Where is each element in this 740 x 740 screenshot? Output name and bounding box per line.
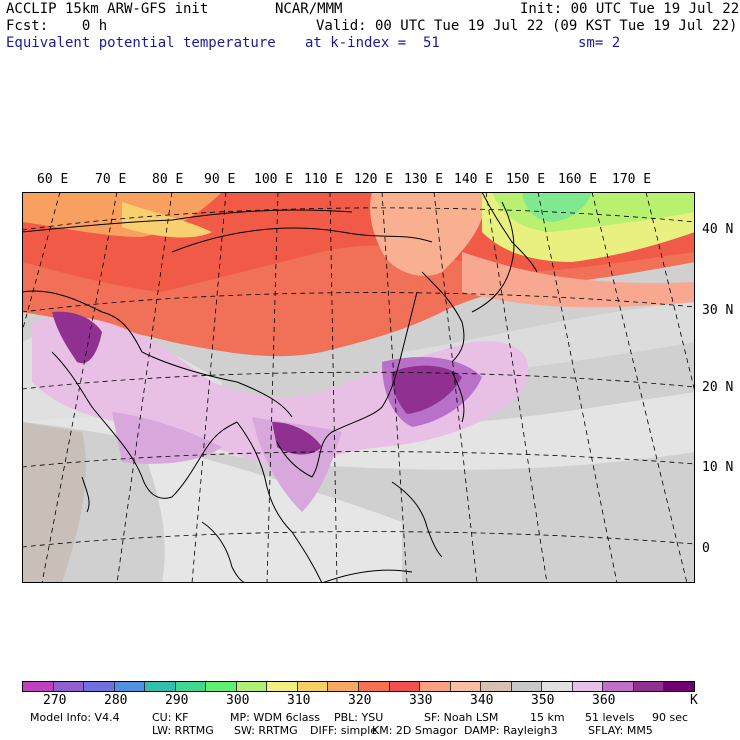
footer-model-info: Model Info: V4.4 [30, 711, 120, 724]
colorbar-swatch [420, 682, 451, 691]
valid-time: Valid: 00 UTC Tue 19 Jul 22 (09 KST Tue … [316, 18, 738, 34]
field-band [252, 417, 342, 512]
footer-pbl: PBL: YSU [334, 711, 384, 724]
colorbar-swatch [542, 682, 573, 691]
colorbar-swatch [267, 682, 298, 691]
footer-damp: DAMP: Rayleigh3 [464, 724, 558, 737]
field-band [522, 192, 592, 222]
colorbar [22, 681, 695, 692]
footer-sflay: SFLAY: MM5 [588, 724, 653, 737]
lat-label: 30 N [702, 303, 734, 318]
colorbar-swatch [175, 682, 207, 691]
lon-label: 120 E [354, 172, 394, 187]
footer-timestep: 90 sec [652, 711, 689, 724]
colorbar-swatch [53, 682, 85, 691]
colorbar-units: K [690, 693, 698, 708]
footer-mp: MP: WDM 6class [230, 711, 320, 724]
colorbar-swatch [297, 682, 329, 691]
colorbar-swatch [481, 682, 512, 691]
colorbar-tick-label: 310 [287, 693, 311, 708]
colorbar-swatch [450, 682, 482, 691]
lat-label: 40 N [702, 222, 734, 237]
lat-label: 0 [702, 541, 710, 556]
colorbar-tick-label: 300 [226, 693, 250, 708]
colorbar-swatch [145, 682, 176, 691]
colorbar-swatch [84, 682, 115, 691]
field-band [370, 192, 484, 276]
colorbar-swatch [328, 682, 360, 691]
theta-e-map [22, 192, 695, 583]
field-band [391, 365, 462, 414]
lat-label: 20 N [702, 380, 734, 395]
lon-label: 140 E [454, 172, 494, 187]
colorbar-tick-label: 340 [470, 693, 494, 708]
footer-lw: LW: RRTMG [152, 724, 214, 737]
lon-label: 60 E [37, 172, 69, 187]
footer-diff: DIFF: simple [310, 724, 378, 737]
colorbar-swatch [603, 682, 634, 691]
colorbar-swatch [572, 682, 604, 691]
footer-km: KM: 2D Smagor [372, 724, 458, 737]
lon-label: 160 E [558, 172, 598, 187]
lon-label: 110 E [304, 172, 344, 187]
colorbar-swatch [23, 682, 54, 691]
smoothing: sm= 2 [578, 35, 621, 51]
colorbar-tick-label: 330 [409, 693, 433, 708]
colorbar-swatch [664, 682, 695, 691]
colorbar-swatch [236, 682, 268, 691]
colorbar-tick-label: 290 [165, 693, 189, 708]
institution: NCAR/MMM [275, 1, 343, 17]
lon-label: 150 E [506, 172, 546, 187]
lon-label: 130 E [404, 172, 444, 187]
colorbar-swatch [633, 682, 665, 691]
field-band [142, 442, 402, 583]
lon-label: 90 E [204, 172, 236, 187]
lat-label: 10 N [702, 460, 734, 475]
colorbar-tick-label: 350 [531, 693, 555, 708]
coastlines [22, 192, 538, 583]
run-title: ACCLIP 15km ARW-GFS init [6, 1, 209, 17]
lon-label: 80 E [152, 172, 184, 187]
colorbar-tick-label: 360 [592, 693, 616, 708]
lon-label: 100 E [254, 172, 294, 187]
colorbar-swatch [389, 682, 421, 691]
colorbar-swatch [359, 682, 390, 691]
map-frame [22, 192, 695, 583]
graticule [22, 192, 695, 583]
model-level: at k-index = 51 [305, 35, 440, 51]
forecast-hour: Fcst: 0 h [6, 18, 108, 34]
init-time: Init: 00 UTC Tue 19 Jul 22 [520, 1, 740, 17]
colorbar-swatch [206, 682, 237, 691]
footer-sf: SF: Noah LSM [424, 711, 499, 724]
lon-label: 170 E [612, 172, 652, 187]
footer-sw: SW: RRTMG [234, 724, 298, 737]
footer-resolution: 15 km [530, 711, 565, 724]
field-band [52, 311, 102, 364]
field-name: Equivalent potential temperature [6, 35, 276, 51]
lon-label: 70 E [95, 172, 127, 187]
colorbar-swatch [511, 682, 543, 691]
field-band [272, 422, 322, 455]
colorbar-tick-label: 320 [348, 693, 372, 708]
colorbar-swatch [114, 682, 146, 691]
field-band [462, 252, 695, 308]
colorbar-tick-label: 270 [43, 693, 67, 708]
colorbar-tick-label: 280 [104, 693, 128, 708]
footer-levels: 51 levels [585, 711, 635, 724]
footer-cu: CU: KF [152, 711, 189, 724]
